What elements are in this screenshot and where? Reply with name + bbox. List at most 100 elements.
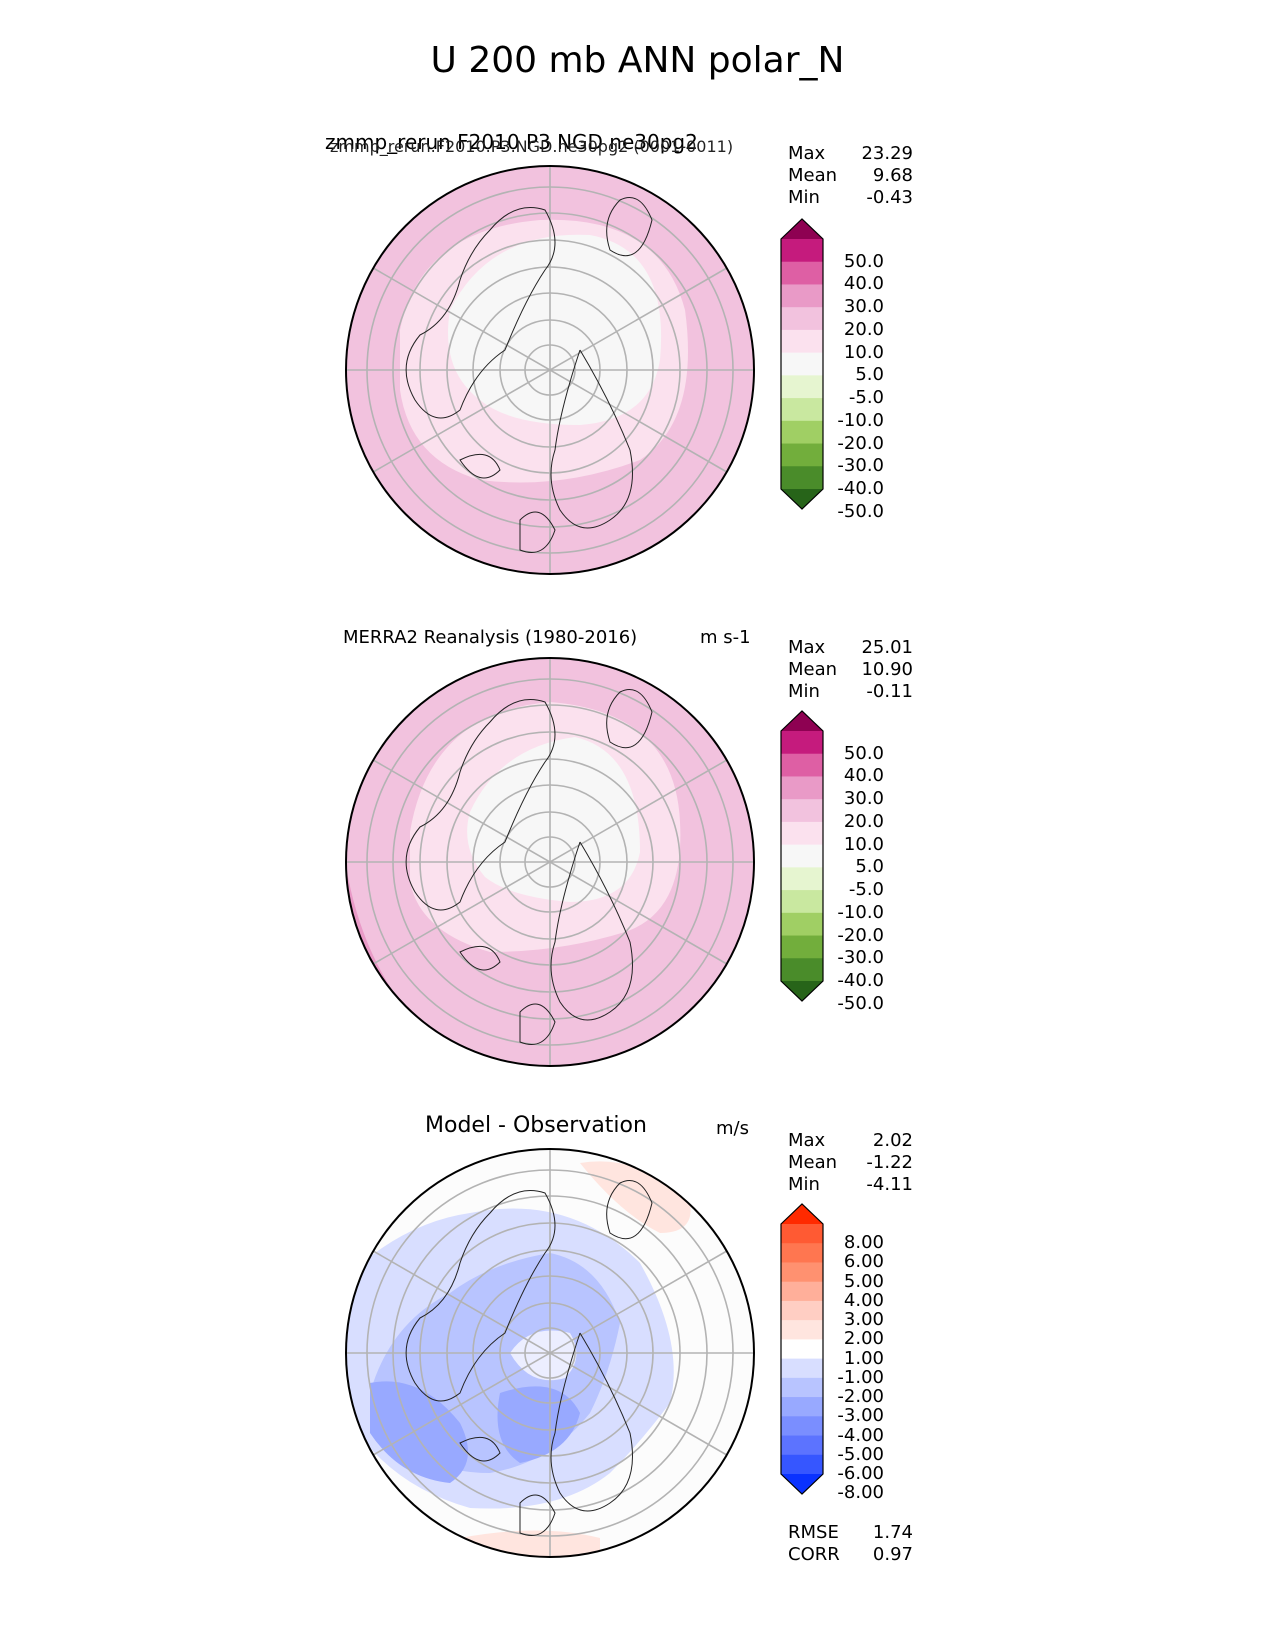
colorbar-swatch xyxy=(781,1224,823,1244)
stat-min-label: Min xyxy=(788,681,820,702)
stat-min-value: -0.11 xyxy=(866,681,913,702)
stat-mean-label: Mean xyxy=(788,1152,838,1173)
colorbar-swatch xyxy=(781,935,823,959)
stat-max-label: Max xyxy=(788,143,826,164)
colorbar-swatch xyxy=(781,912,823,937)
colorbar-extend-top xyxy=(781,1204,823,1224)
colorbar-swatch xyxy=(781,1377,823,1398)
colorbar-tick-label: 30.0 xyxy=(843,788,884,810)
panel-3-title: Model - Observation xyxy=(425,1113,647,1138)
colorbar-tick-label: -20.0 xyxy=(837,924,884,946)
colorbar-swatch xyxy=(781,958,823,982)
colorbar-tick-label: 50.0 xyxy=(843,742,884,764)
panel-2-stats: Max 25.01 Mean 10.90 Min -0.11 xyxy=(788,637,913,703)
colorbar-tick-label: -5.0 xyxy=(848,879,884,901)
map1-coastlines xyxy=(405,197,653,553)
panel-1-subtitle: zmmp_rerun.F2010.P3.NGD.ne30pg2 (0001-00… xyxy=(330,137,734,156)
colorbar-tick-label: 1.00 xyxy=(843,1347,884,1369)
map3-border xyxy=(345,1148,755,1558)
colorbar-tick-label: -10.0 xyxy=(837,409,884,431)
colorbar-extend-bottom xyxy=(781,489,823,509)
colorbar-swatch xyxy=(781,844,823,868)
corr-value: 0.97 xyxy=(872,1544,913,1565)
map3-inner-blue-left xyxy=(370,1381,468,1483)
panel-2-units: m s-1 xyxy=(700,627,751,648)
colorbar-tick-label: 5.0 xyxy=(855,364,884,386)
colorbar-swatch xyxy=(781,821,823,846)
colorbar-swatch xyxy=(781,799,823,823)
colorbar-field-graphic xyxy=(780,218,824,510)
stat-max-label: Max xyxy=(788,1130,826,1151)
panel-1-stats: Max 23.29 Mean 9.68 Min -0.43 xyxy=(788,143,913,209)
corr-label: CORR xyxy=(788,1544,840,1565)
panel-1-title: zmmp_rerun F2010 P3 NGD ne30pg2 xyxy=(325,130,698,154)
colorbar-swatch xyxy=(781,1320,823,1340)
colorbar-tick-label: 6.00 xyxy=(843,1251,884,1273)
colorbar-tick-label: -40.0 xyxy=(837,478,884,499)
colorbar-swatch xyxy=(781,1397,823,1417)
colorbar-tick-label: 40.0 xyxy=(843,765,884,787)
colorbar-swatch xyxy=(781,329,823,354)
map2-border xyxy=(345,657,755,1067)
stat-min-value: -4.11 xyxy=(866,1174,913,1195)
colorbar-tick-label: 10.0 xyxy=(843,833,884,855)
stat-mean-label: Mean xyxy=(788,165,838,186)
colorbar-tick-label: 20.0 xyxy=(843,318,884,340)
colorbar-swatch xyxy=(781,375,823,399)
map2-coastlines xyxy=(405,689,653,1045)
rmse-value: 1.74 xyxy=(872,1522,913,1543)
colorbar-swatch xyxy=(781,1435,823,1456)
colorbar-tick-label: -3.00 xyxy=(837,1405,884,1427)
stat-min-label: Min xyxy=(788,1174,820,1195)
map3-coastlines xyxy=(405,1180,653,1536)
stat-min-value: -0.43 xyxy=(866,187,913,208)
colorbar-tick-label: 5.0 xyxy=(855,856,884,878)
colorbar-tick-label: 40.0 xyxy=(843,273,884,295)
colorbar-tick-label: 4.00 xyxy=(843,1289,884,1311)
colorbar-swatch xyxy=(781,776,823,800)
stat-mean-value: -1.22 xyxy=(866,1152,913,1173)
figure-title: U 200 mb ANN polar_N xyxy=(430,40,845,81)
colorbar-swatch xyxy=(781,1416,823,1437)
polar-map-1 xyxy=(345,165,755,575)
colorbar-tick-label: -50.0 xyxy=(837,500,884,522)
colorbar-swatch xyxy=(781,261,823,285)
colorbar-swatch xyxy=(781,867,823,891)
map2-grid xyxy=(346,658,754,1066)
colorbar-tick-label: 2.00 xyxy=(843,1328,884,1350)
colorbar-swatch xyxy=(781,753,823,777)
colorbar-swatch xyxy=(781,890,823,914)
polar-map-3 xyxy=(345,1148,755,1558)
colorbar-swatch xyxy=(781,1262,823,1283)
colorbar-swatch xyxy=(781,284,823,308)
map3-grid xyxy=(346,1149,754,1557)
colorbar-swatch xyxy=(781,352,823,376)
colorbar-outline xyxy=(780,218,824,510)
map1-border xyxy=(345,165,755,575)
map2-core-region xyxy=(467,737,640,902)
stat-mean-value: 10.90 xyxy=(861,659,913,680)
colorbar-swatch xyxy=(781,731,823,755)
colorbar-tick-label: -5.00 xyxy=(837,1443,884,1465)
colorbar-tick-label: 50.0 xyxy=(843,250,884,272)
colorbar-extend-bottom xyxy=(781,981,823,1001)
stat-min-label: Min xyxy=(788,187,820,208)
map1-grid xyxy=(346,166,754,574)
colorbar-tick-label: -40.0 xyxy=(837,970,884,991)
colorbar-tick-label: -2.00 xyxy=(837,1386,884,1408)
colorbar-tick-label: 8.00 xyxy=(843,1232,884,1254)
colorbar-field-graphic xyxy=(780,710,824,1002)
colorbar-tick-label: 5.00 xyxy=(843,1270,884,1292)
colorbar-tick-label: -6.00 xyxy=(837,1463,884,1484)
colorbar-extend-bottom xyxy=(781,1474,823,1494)
colorbar-swatch xyxy=(781,1358,823,1379)
panel-2-title: MERRA2 Reanalysis (1980-2016) xyxy=(343,627,638,648)
stat-max-label: Max xyxy=(788,637,826,658)
colorbar-tick-label: -5.0 xyxy=(848,387,884,409)
colorbar-tick-label: -30.0 xyxy=(837,947,884,969)
stat-max-value: 23.29 xyxy=(861,143,913,164)
colorbar-tick-label: 20.0 xyxy=(843,810,884,832)
colorbar-tick-label: -10.0 xyxy=(837,901,884,923)
colorbar-tick-label: -50.0 xyxy=(837,992,884,1014)
colorbar-tick-label: -20.0 xyxy=(837,432,884,454)
